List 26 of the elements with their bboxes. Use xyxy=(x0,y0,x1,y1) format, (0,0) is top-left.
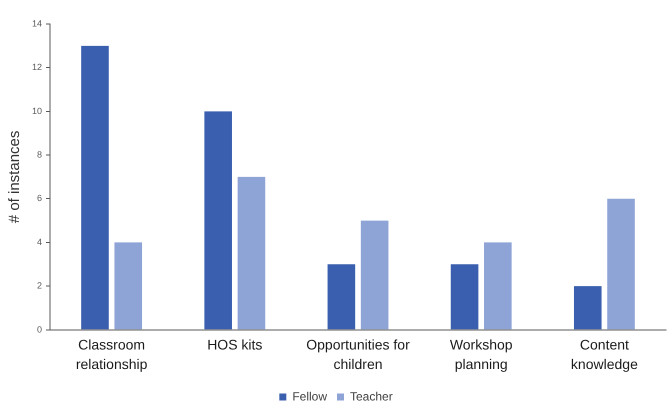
x-tick-label: Content knowledge xyxy=(570,336,638,372)
bar xyxy=(114,242,142,330)
y-tick-label: 14 xyxy=(32,18,42,28)
bar xyxy=(360,220,388,330)
legend-label: Fellow xyxy=(292,389,328,404)
y-tick-label: 4 xyxy=(36,236,42,247)
x-tick-label: Workshop planning xyxy=(450,336,513,372)
bar xyxy=(238,176,266,330)
bar xyxy=(607,198,635,330)
y-tick-label: 8 xyxy=(36,150,42,160)
x-tick-label: Opportunities for children xyxy=(306,336,410,372)
x-tick-label: Classroom relationship xyxy=(76,336,148,372)
bar xyxy=(450,264,478,330)
bar xyxy=(574,286,602,330)
y-tick-label: 10 xyxy=(32,106,42,116)
y-tick-label: 6 xyxy=(36,193,42,204)
bar xyxy=(204,111,232,330)
y-tick-label: 12 xyxy=(32,62,42,72)
y-axis-title: # of instances xyxy=(6,130,24,224)
bar xyxy=(328,264,356,330)
y-tick-label: 0 xyxy=(36,324,42,334)
bar xyxy=(484,242,512,330)
y-tick-label: 2 xyxy=(36,280,42,291)
x-tick-label: HOS kits xyxy=(207,336,262,352)
bar xyxy=(81,46,109,330)
legend-label: Teacher xyxy=(350,389,393,404)
